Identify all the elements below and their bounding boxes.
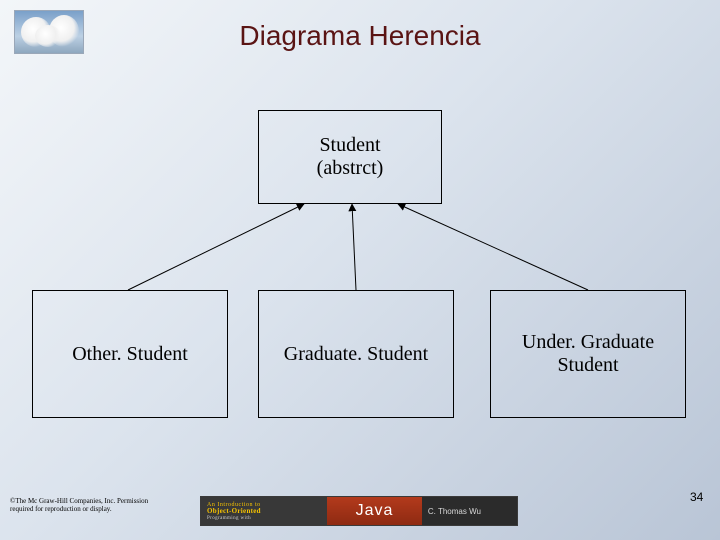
node-label: Graduate. Student	[284, 343, 428, 366]
node-sublabel: Student	[557, 354, 618, 377]
banner-right-text: C. Thomas Wu	[428, 507, 481, 516]
node-label: Other. Student	[72, 343, 188, 366]
banner-left: An Introduction to Object-Oriented Progr…	[201, 497, 327, 525]
node-graduate-student: Graduate. Student	[258, 290, 454, 418]
edge-other-to-root	[128, 204, 304, 290]
node-sublabel: (abstrct)	[317, 157, 384, 180]
edge-under-to-root	[398, 204, 588, 290]
banner-mid: Java	[327, 497, 422, 525]
node-label: Under. Graduate	[522, 331, 654, 354]
copyright-line2: required for reproduction or display.	[10, 506, 148, 514]
banner-right: C. Thomas Wu	[422, 497, 517, 525]
node-label: Student	[319, 134, 380, 157]
node-student-abstract: Student (abstrct)	[258, 110, 442, 204]
node-other-student: Other. Student	[32, 290, 228, 418]
banner-mid-text: Java	[356, 502, 394, 520]
node-undergraduate-student: Under. Graduate Student	[490, 290, 686, 418]
edge-grad-to-root	[352, 204, 356, 290]
banner-left-line3: Programming with	[207, 516, 327, 521]
inheritance-edges	[0, 0, 720, 540]
page-number: 34	[690, 490, 703, 504]
banner-left-line2: Object-Oriented	[207, 508, 327, 515]
slide-title: Diagrama Herencia	[0, 20, 720, 52]
book-banner: An Introduction to Object-Oriented Progr…	[200, 496, 518, 526]
copyright-text: ©The Mc Graw-Hill Companies, Inc. Permis…	[10, 498, 148, 513]
slide: Diagrama Herencia Student (abstrct) Othe…	[0, 0, 720, 540]
